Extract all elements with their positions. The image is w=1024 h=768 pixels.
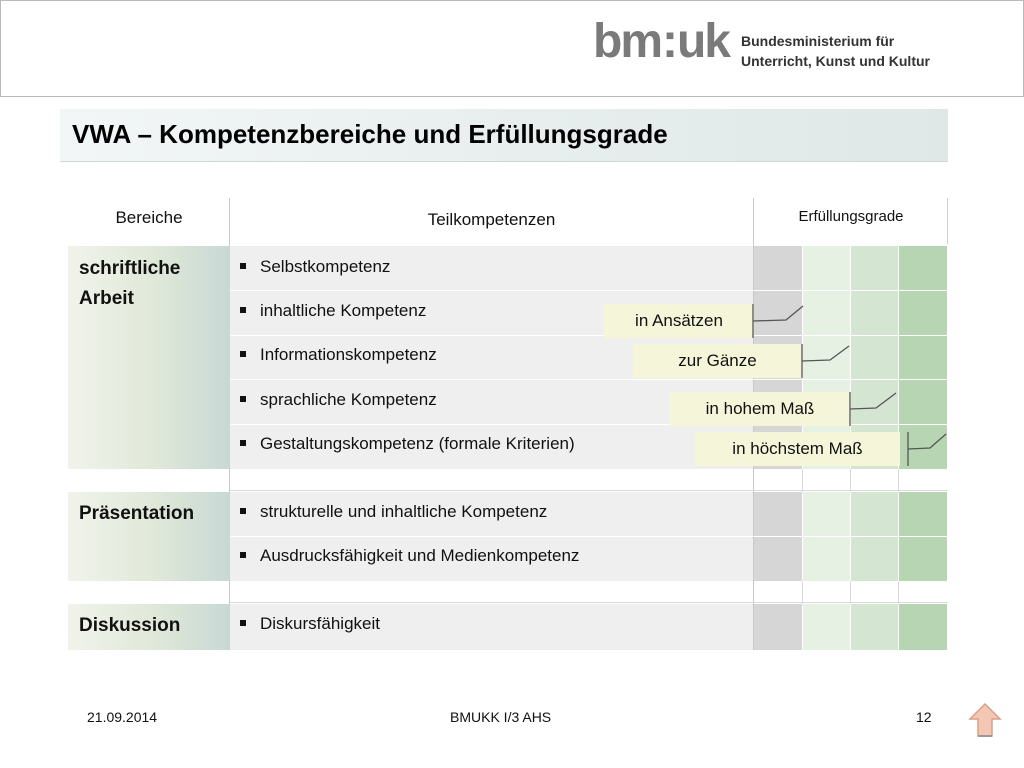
row-separator: [230, 335, 948, 336]
grade-label-3: in hohem Maß: [670, 392, 850, 426]
list-item: Gestaltungskompetenz (formale Kriterien): [240, 434, 575, 454]
bullet-icon: [240, 262, 246, 269]
home-arrow-icon[interactable]: [968, 702, 1002, 740]
area-presentation: Präsentation: [68, 492, 230, 581]
gap-separator: [230, 490, 948, 491]
grade-col-3: [851, 246, 899, 469]
footer-date: 21.09.2014: [87, 709, 158, 725]
grade-label-1: in Ansätzen: [604, 304, 754, 338]
row-separator: [230, 536, 948, 537]
slide-title: VWA – Kompetenzbereiche und Erfüllungsgr…: [72, 119, 668, 149]
area-discussion: Diskussion: [68, 604, 230, 650]
item-text: Informationskompetenz: [260, 345, 437, 364]
callout-connector-2: [801, 344, 850, 378]
grade-col-2: [803, 246, 851, 469]
grade-col-4: [899, 246, 948, 469]
grade-col-1: [754, 604, 803, 650]
bullet-icon: [240, 350, 246, 357]
list-item: Selbstkompetenz: [240, 257, 390, 277]
gap-divider: [802, 469, 803, 492]
header-grades: Erfüllungsgrade: [798, 208, 904, 225]
item-text: Ausdrucksfähigkeit und Medienkompetenz: [260, 546, 580, 565]
list-item: inhaltliche Kompetenz: [240, 301, 426, 321]
slide-title-bar: VWA – Kompetenzbereiche und Erfüllungsgr…: [60, 109, 948, 162]
callout-connector-4: [907, 432, 947, 466]
gap-divider: [898, 581, 899, 604]
area-written-work-label: schriftliche Arbeit: [79, 254, 180, 314]
ministry-line-1: Bundesministerium für: [741, 33, 895, 49]
header-right-border: [947, 198, 948, 244]
bullet-icon: [240, 507, 246, 514]
grade-col-3: [851, 604, 899, 650]
logo-uk: uk: [676, 15, 731, 68]
row-separator: [230, 379, 948, 380]
callout-connector-3: [849, 392, 897, 426]
item-text: sprachliche Kompetenz: [260, 390, 437, 409]
list-item: strukturelle und inhaltliche Kompetenz: [240, 502, 547, 522]
item-text: Diskursfähigkeit: [260, 614, 380, 633]
items-discussion-bg: [230, 604, 753, 650]
item-text: Selbstkompetenz: [260, 257, 391, 276]
area-written-line-1: schriftliche: [79, 258, 181, 279]
row-separator: [230, 424, 948, 425]
gap-divider: [850, 581, 851, 604]
logo-colon: :: [662, 15, 678, 68]
header-banner: bm: uk Bundesministerium für Unterricht, …: [0, 0, 1024, 97]
gap-divider: [802, 581, 803, 604]
ministry-line-2: Unterricht, Kunst und Kultur: [741, 53, 930, 69]
item-text: strukturelle und inhaltliche Kompetenz: [260, 502, 548, 521]
list-item: Diskursfähigkeit: [240, 614, 380, 634]
grade-col-2: [803, 604, 851, 650]
logo-bm: bm: [593, 15, 663, 68]
list-item: Informationskompetenz: [240, 345, 437, 365]
grade-label-4: in höchstem Maß: [695, 432, 900, 466]
header-areas: Bereiche: [115, 208, 183, 227]
bullet-icon: [240, 395, 246, 402]
gap-divider: [898, 469, 899, 492]
bullet-icon: [240, 619, 246, 626]
ministry-name: Bundesministerium für Unterricht, Kunst …: [741, 31, 930, 71]
header-subcompetences: Teilkompetenzen: [427, 210, 556, 229]
area-presentation-label: Präsentation: [79, 503, 195, 524]
area-discussion-label: Diskussion: [79, 615, 181, 636]
area-written-line-2: Arbeit: [79, 288, 134, 309]
list-item: Ausdrucksfähigkeit und Medienkompetenz: [240, 546, 579, 566]
bullet-icon: [240, 551, 246, 558]
grade-label-2: zur Gänze: [633, 344, 802, 378]
item-text: inhaltliche Kompetenz: [260, 301, 427, 320]
item-text: Gestaltungskompetenz (formale Kriterien): [260, 434, 575, 453]
bullet-icon: [240, 439, 246, 446]
page-number: 12: [916, 709, 932, 725]
list-item: sprachliche Kompetenz: [240, 390, 437, 410]
bullet-icon: [240, 306, 246, 313]
footer-center: BMUKK I/3 AHS: [450, 709, 552, 725]
gap-separator: [230, 602, 948, 603]
bmuk-logo: bm: uk: [593, 15, 731, 69]
gap-divider: [850, 469, 851, 492]
callout-connector-1: [752, 304, 804, 338]
area-written-work: schriftliche Arbeit: [68, 246, 230, 469]
grade-col-4: [899, 604, 948, 650]
row-separator: [230, 290, 948, 291]
